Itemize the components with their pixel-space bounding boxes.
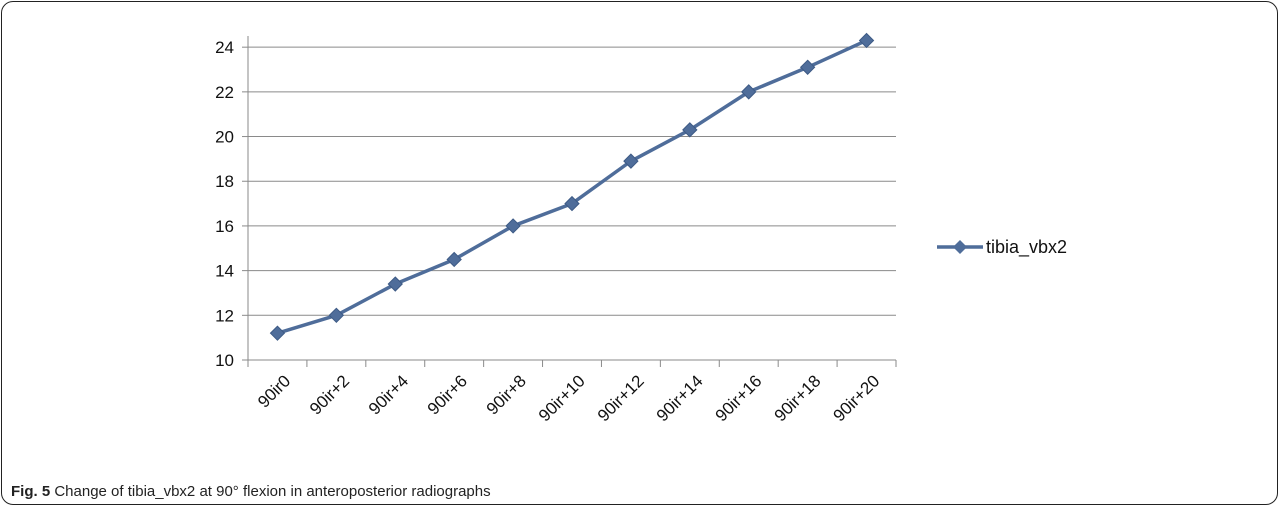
data-point (564, 195, 580, 212)
y-tick-labels: 10 12 14 16 18 20 22 24 (215, 38, 234, 370)
x-tick-label: 90ir0 (254, 371, 294, 411)
x-tick-label: 90ir+16 (712, 371, 766, 425)
y-tick-label: 16 (215, 217, 234, 236)
line-chart: 10 12 14 16 18 20 22 24 90ir0 90ir+2 90ir+4 90ir+6… (215, 32, 1067, 425)
x-tick-label: 90ir+4 (365, 371, 412, 418)
x-tick-label: 90ir+14 (653, 371, 707, 425)
y-tick-label: 14 (215, 262, 234, 281)
gridlines (248, 46, 896, 316)
figure-caption: Fig. 5 Change of tibia_vbx2 at 90° flexi… (11, 483, 491, 500)
x-tick-label: 90ir+8 (483, 371, 530, 418)
x-tick-labels: 90ir0 90ir+2 90ir+4 90ir+6 90ir+8 90ir+10 90ir… (254, 371, 883, 425)
axes (242, 36, 897, 367)
data-point (799, 59, 816, 75)
legend-marker (953, 240, 967, 254)
data-point (682, 122, 698, 138)
x-tick-label: 90ir+6 (424, 371, 471, 418)
data-point (269, 325, 286, 341)
caption-text: Change of tibia_vbx2 at 90° flexion in a… (54, 483, 491, 500)
x-tick-label: 90ir+12 (594, 371, 648, 425)
data-point (858, 32, 875, 49)
x-tick-label: 90ir+20 (830, 371, 884, 425)
y-tick-label: 22 (215, 83, 234, 102)
series-line (276, 38, 868, 335)
data-point (623, 153, 639, 169)
data-point (446, 251, 462, 268)
data-point (387, 276, 403, 292)
y-tick-label: 24 (215, 38, 234, 57)
y-tick-label: 20 (215, 128, 234, 147)
y-tick-label: 12 (215, 306, 234, 325)
legend: tibia_vbx2 (937, 237, 1067, 258)
x-tick-label: 90ir+10 (535, 371, 589, 425)
legend-label: tibia_vbx2 (986, 237, 1067, 258)
y-tick-label: 18 (215, 172, 234, 191)
caption-label: Fig. 5 (11, 483, 51, 500)
data-point (505, 218, 521, 234)
data-point (741, 84, 757, 100)
data-point (328, 307, 345, 324)
x-tick-label: 90ir+18 (771, 371, 825, 425)
series-tibia-vbx2 (269, 32, 875, 341)
y-tick-label: 10 (215, 351, 234, 370)
x-tick-label: 90ir+2 (306, 371, 353, 418)
